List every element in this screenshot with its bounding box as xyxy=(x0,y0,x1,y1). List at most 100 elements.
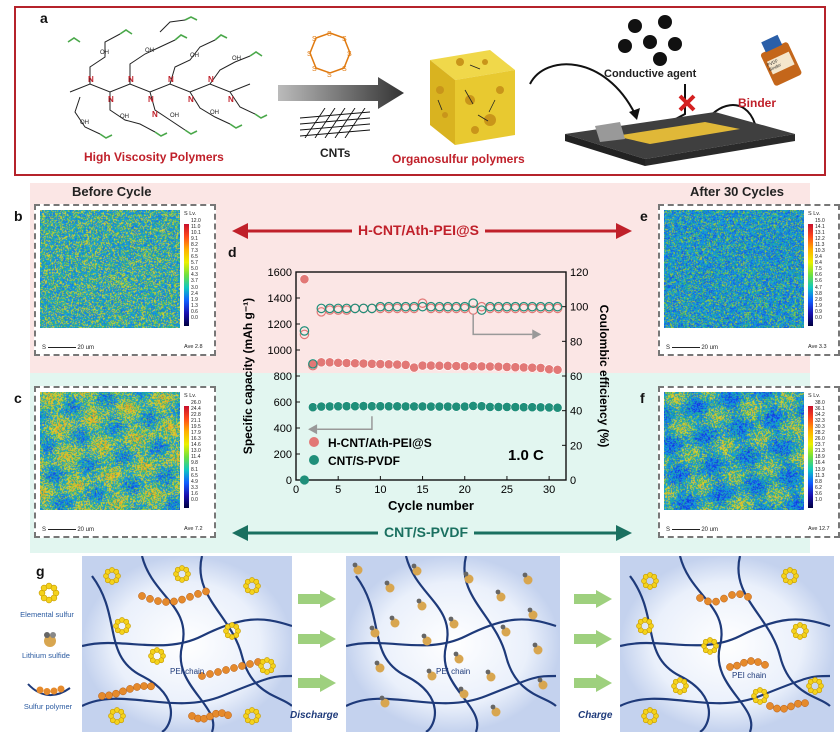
pei-chain xyxy=(346,618,557,648)
colorbar-tick-label: 5.6 xyxy=(815,278,822,285)
colorbar-tick-label: 19.5 xyxy=(191,424,201,431)
sulfur-polymer-bead xyxy=(787,702,795,711)
y-right-tick-label: 60 xyxy=(570,371,582,383)
elemental-sulfur-ring xyxy=(791,622,809,640)
efficiency-point-cnt-s xyxy=(459,301,470,312)
charge-label: Charge xyxy=(578,710,613,721)
colorbar-tick-label: 11.4 xyxy=(191,454,201,461)
sulfur-polymer-bead xyxy=(194,590,202,598)
colorbar-tick-label: 34.2 xyxy=(815,412,825,419)
sulfur-polymer-bead xyxy=(773,704,781,713)
bottom-arrow-label: CNT/S-PVDF xyxy=(378,524,474,540)
map-f-unit: S Lv. xyxy=(808,393,821,399)
colorbar-tick-label: 21.1 xyxy=(191,418,201,425)
colorbar-tick-label: 38.0 xyxy=(815,400,825,406)
y-right-tick-label: 0 xyxy=(570,475,576,487)
legend-marker xyxy=(309,437,319,447)
colorbar-tick-label: 15.0 xyxy=(815,218,825,224)
svg-text:N: N xyxy=(152,110,158,119)
colorbar-tick-label: 6.5 xyxy=(191,254,198,261)
map-b-ticks: 12.0 11.0 10.1 9.1 8.2 7.3 6.5 5.7 5.0 4.3 3.7 3.0 2… xyxy=(191,218,201,321)
binder-label: Binder xyxy=(738,96,777,110)
lithium-sulfide-particle xyxy=(379,695,390,708)
colorbar-tick-label: 23.7 xyxy=(815,442,825,449)
capacity-point-cnt-s xyxy=(493,402,504,412)
sulfur-polymer-bead xyxy=(147,682,155,691)
capacity-point-cnt-s xyxy=(333,401,344,412)
before-cycle-label: Before Cycle xyxy=(72,184,152,199)
lithium-sulfide-particle xyxy=(421,633,432,646)
sulfur-polymer-bead xyxy=(726,663,734,671)
sulfur-polymer-bead xyxy=(222,666,230,674)
capacity-point-h-cnt xyxy=(451,361,462,371)
colorbar-tick-label: 7.3 xyxy=(191,248,198,255)
colorbar-tick-label: 1.9 xyxy=(191,296,198,303)
y-left-tick-label: 600 xyxy=(274,397,292,409)
svg-text:OH: OH xyxy=(100,50,109,56)
colorbar-tick-label: 18.9 xyxy=(815,454,825,461)
colorbar-tick-label: 14.1 xyxy=(815,224,825,231)
x-tick-label: 10 xyxy=(374,484,386,496)
map-b: S Lv. 12.0 11.0 10.1 9.1 8.2 7.3 6.5 5.7 5.0 4.3 3… xyxy=(34,204,216,356)
elemental-sulfur-ring xyxy=(113,617,131,635)
svg-text:N: N xyxy=(168,75,174,84)
y-right-tick-label: 120 xyxy=(570,267,588,279)
capacity-point-h-cnt xyxy=(350,358,360,369)
sulfur-polymer-bead xyxy=(733,661,741,670)
sulfur-polymer-bead xyxy=(126,685,134,693)
process-arrow-1 xyxy=(278,77,404,109)
y-left-tick-label: 1600 xyxy=(268,267,292,279)
pei-chain xyxy=(199,556,292,707)
map-e-ave: Ave 3.3 xyxy=(808,344,827,350)
cnt-mesh-icon xyxy=(300,108,370,138)
colorbar-tick-label: 17.9 xyxy=(191,430,201,437)
capacity-point-h-cnt xyxy=(333,357,344,368)
capacity-point-cnt-s xyxy=(316,401,327,412)
map-c: S Lv. 26.0 24.4 22.8 21.1 19.5 17.9 16.3 14.6 13… xyxy=(34,386,216,538)
pei-chain xyxy=(678,556,753,732)
elemental-sulfur-ring xyxy=(781,567,799,585)
pei-chain xyxy=(629,575,710,732)
svg-text:OH: OH xyxy=(210,110,219,116)
map-f-scale: S 20 um xyxy=(666,527,719,533)
panel-g-charged-state: PEI chain xyxy=(620,556,834,732)
map-b-colorbar xyxy=(184,224,189,326)
sulfur-polymer-bead xyxy=(214,668,222,676)
lithium-sulfide-particle xyxy=(500,624,511,637)
capacity-point-cnt-s xyxy=(307,402,318,413)
map-e-unit: S Lv. xyxy=(808,211,821,217)
legend-lithium-label: Lithium sulfide xyxy=(22,651,70,660)
colorbar-tick-label: 11.0 xyxy=(191,224,201,231)
map-e-ticks: 15.0 14.1 13.1 12.2 11.3 10.3 9.4 8.4 7.5 6.6 5.6 4… xyxy=(815,218,825,321)
sulfur-polymer-bead xyxy=(230,664,238,672)
capacity-point-cnt-s xyxy=(544,402,555,413)
map-e: S Lv. 15.0 14.1 13.1 12.2 11.3 10.3 9.4 8.4 7.5 6… xyxy=(658,204,840,356)
sulfur-polymer-bead xyxy=(704,597,712,606)
colorbar-tick-label: 11.3 xyxy=(815,472,825,479)
y-right-tick-label: 20 xyxy=(570,440,582,452)
x-tick-label: 30 xyxy=(543,484,555,496)
map-f-ticks: 38.0 36.1 34.2 32.3 30.3 28.2 26.0 23.7 21.3 18.9… xyxy=(815,400,825,503)
sulfur-polymer-bead xyxy=(224,711,232,720)
colorbar-tick-label: 36.1 xyxy=(815,406,825,413)
capacity-point-h-cnt xyxy=(434,360,445,371)
colorbar-tick-label: 0.9 xyxy=(815,308,822,315)
capacity-point-h-cnt xyxy=(535,363,546,373)
pei-chain xyxy=(82,674,292,707)
colorbar-tick-label: 12.0 xyxy=(191,218,201,224)
capacity-point-h-cnt xyxy=(502,362,512,372)
capacity-point-cnt-s xyxy=(468,400,479,411)
sulfur-polymer-bead xyxy=(206,670,214,678)
sulfur-polymer-bead xyxy=(133,683,141,691)
capacity-point-cnt-s xyxy=(392,401,403,412)
lithium-sulfide-particle xyxy=(463,571,474,584)
svg-text:OH: OH xyxy=(232,56,241,62)
capacity-point-cnt-s xyxy=(510,402,521,412)
map-f-colorbar xyxy=(808,406,813,508)
colorbar-tick-label: 0.0 xyxy=(815,314,822,321)
conductive-agent-label: Conductive agent xyxy=(604,68,697,80)
capacity-point-cnt-s xyxy=(417,401,428,412)
capacity-point-h-cnt xyxy=(316,357,327,368)
capacity-point-h-cnt xyxy=(510,362,521,373)
elemental-sulfur-ring xyxy=(258,657,276,675)
